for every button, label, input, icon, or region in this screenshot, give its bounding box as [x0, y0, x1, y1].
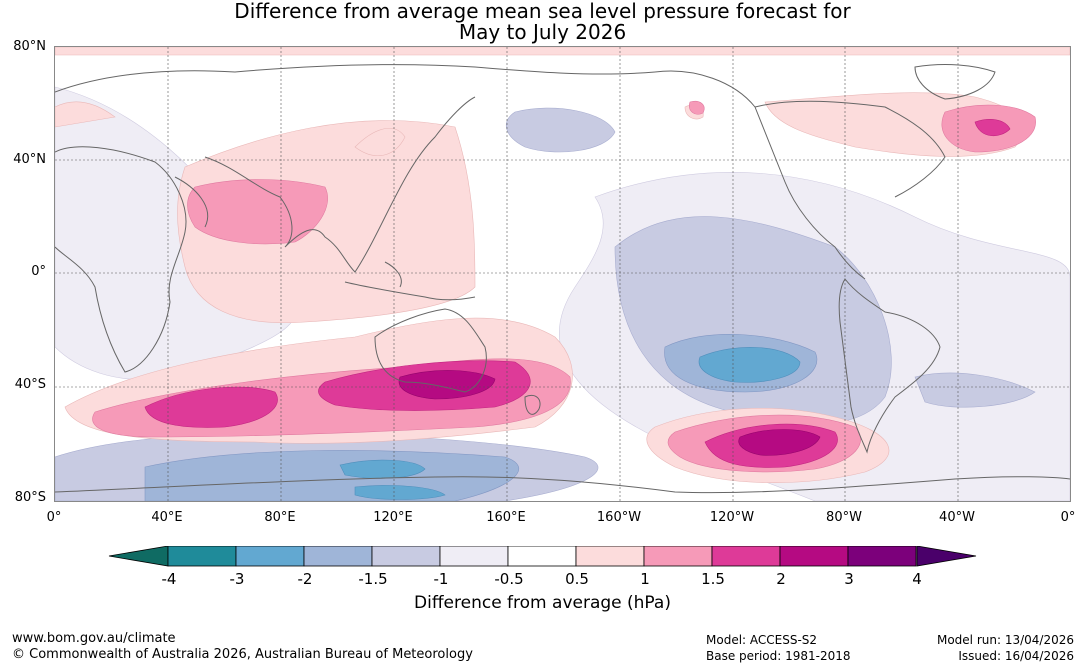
colorbar-tick: 1.5 [701, 570, 725, 588]
lat-label-0: 0° [31, 264, 46, 279]
colorbar-tick: -1 [433, 570, 449, 588]
colorbar-segment [779, 546, 849, 567]
lat-label-80s: 80°S [14, 490, 46, 505]
colorbar-segment [167, 546, 237, 567]
lon-label-120w: 120°W [709, 510, 755, 525]
anomaly-plus-2 [398, 370, 821, 456]
lon-label-80w: 80°W [826, 510, 862, 525]
colorbar-tick: -4 [161, 570, 177, 588]
map-title-line-1: Difference from average mean sea level p… [234, 0, 851, 23]
footer-base-period: Base period: 1981-2018 [706, 649, 851, 663]
footer-website: www.bom.gov.au/climate [12, 631, 176, 646]
colorbar-tick: 4 [912, 570, 922, 588]
colorbar-tick: 3 [844, 570, 854, 588]
pressure-anomaly-map [54, 46, 1071, 502]
colorbar [108, 546, 977, 567]
colorbar-under-arrow [108, 546, 169, 567]
lon-label-0-right: 0° [1060, 510, 1076, 525]
colorbar-title: Difference from average (hPa) [414, 593, 671, 613]
colorbar-tick: -2 [297, 570, 313, 588]
anomaly-minus-2 [339, 347, 801, 500]
colorbar-segment [371, 546, 441, 567]
lon-label-120e: 120°E [373, 510, 413, 525]
footer-issued: Issued: 16/04/2026 [958, 649, 1074, 663]
map-graticule [55, 47, 1070, 501]
colorbar-segment [507, 546, 577, 567]
lon-label-160w: 160°W [596, 510, 642, 525]
lat-label-40n: 40°N [13, 152, 46, 167]
colorbar-tick: 2 [776, 570, 786, 588]
coastlines [55, 64, 1070, 494]
lon-label-40w: 40°W [939, 510, 975, 525]
lon-label-160e: 160°E [486, 510, 526, 525]
lat-label-80n: 80°N [13, 39, 46, 54]
lat-label-40s: 40°S [14, 377, 46, 392]
lon-label-80e: 80°E [264, 510, 296, 525]
colorbar-tick: 1 [640, 570, 650, 588]
colorbar-tick: -0.5 [494, 570, 524, 588]
map-canvas [55, 47, 1070, 501]
colorbar-tick: -1.5 [358, 570, 388, 588]
colorbar-segment [847, 546, 917, 567]
footer-model: Model: ACCESS-S2 [706, 633, 818, 647]
colorbar-over-arrow [916, 546, 977, 567]
colorbar-tick: -3 [229, 570, 245, 588]
map-title-line-2: May to July 2026 [458, 20, 627, 44]
colorbar-segment [711, 546, 781, 567]
footer-copyright: © Commonwealth of Australia 2026, Austra… [12, 647, 473, 662]
colorbar-segment [643, 546, 713, 567]
colorbar-segment [235, 546, 305, 567]
lon-label-0-left: 0° [46, 510, 62, 525]
lon-label-40e: 40°E [151, 510, 183, 525]
colorbar-segment [575, 546, 645, 567]
colorbar-tick: 0.5 [565, 570, 589, 588]
footer-model-run: Model run: 13/04/2026 [936, 633, 1074, 647]
colorbar-segment [303, 546, 373, 567]
colorbar-segment [439, 546, 509, 567]
